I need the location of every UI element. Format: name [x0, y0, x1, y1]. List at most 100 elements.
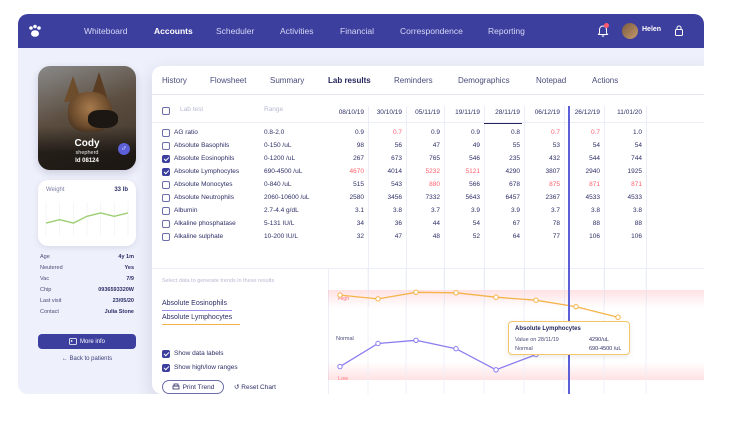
tab-flowsheet[interactable]: Flowsheet	[210, 76, 247, 85]
lab-value-cell: 744	[631, 155, 642, 162]
lab-test-name: Absolute Lymphocytes	[174, 168, 240, 175]
lab-test-range: 2.7-4.4 g/dL	[264, 207, 299, 214]
date-column-header[interactable]: 08/10/19	[338, 109, 364, 116]
data-point[interactable]	[375, 296, 381, 302]
lab-value-cell: 544	[589, 155, 600, 162]
row-checkbox[interactable]	[162, 181, 170, 189]
date-column-header[interactable]: 28/11/19	[495, 109, 520, 116]
lab-value-cell: 98	[356, 142, 364, 149]
data-point[interactable]	[493, 294, 499, 300]
tab-history[interactable]: History	[162, 76, 187, 85]
user-avatar[interactable]	[622, 23, 638, 39]
tooltip-key: Normal	[515, 346, 533, 352]
row-checkbox[interactable]	[162, 142, 170, 150]
data-point[interactable]	[453, 346, 459, 352]
tab-reminders[interactable]: Reminders	[394, 76, 433, 85]
back-label: Back to patients	[69, 356, 113, 362]
weight-label: Weight	[46, 187, 65, 193]
tab-lab-results[interactable]: Lab results	[328, 76, 371, 85]
table-row[interactable]: Absolute Lymphocytes 690-4500 /uL 4670 4014…	[152, 167, 704, 180]
date-column-header[interactable]: 06/12/19	[534, 109, 560, 116]
table-row[interactable]: Albumin 2.7-4.4 g/dL 3.1 3.8 3.7 3.9 3.9 3.7 3.8…	[152, 206, 704, 219]
data-point[interactable]	[533, 297, 539, 303]
lab-value-cell: 56	[394, 142, 402, 149]
nav-activities[interactable]: Activities	[280, 26, 314, 36]
nav-accounts[interactable]: Accounts	[154, 26, 193, 36]
print-trend-button[interactable]: Print Trend	[162, 380, 224, 394]
notification-dot	[604, 23, 609, 28]
data-point[interactable]	[493, 367, 499, 373]
more-info-button[interactable]: More info	[38, 334, 136, 349]
weight-card: Weight 33 lb	[38, 180, 136, 246]
lab-test-name: Alkaline phosphatase	[174, 220, 236, 227]
table-row[interactable]: Absolute Eosinophils 0-1200 /uL 267 673 765 5…	[152, 154, 704, 167]
data-point[interactable]	[413, 337, 419, 344]
date-column-header[interactable]: 05/11/19	[415, 109, 440, 116]
table-row[interactable]: Alkaline phosphatase 5-131 IU/L 34 36 44 54 67…	[152, 219, 704, 232]
data-point[interactable]	[337, 292, 343, 298]
paw-logo-icon[interactable]	[18, 14, 52, 48]
row-checkbox[interactable]	[162, 168, 170, 176]
row-checkbox[interactable]	[162, 194, 170, 202]
lab-value-cell: 4014	[387, 168, 402, 175]
row-checkbox[interactable]	[162, 129, 170, 137]
tab-summary[interactable]: Summary	[270, 76, 305, 85]
high-label: High	[338, 296, 350, 302]
lab-value-cell: 543	[391, 181, 402, 188]
user-name[interactable]: Helen	[642, 26, 662, 33]
table-row[interactable]: Alkaline sulphate 10-200 IU/L 32 47 48 52 64 77…	[152, 232, 704, 245]
tab-notepad[interactable]: Notepad	[536, 76, 567, 85]
selected-date-line[interactable]	[568, 106, 570, 394]
date-column-header[interactable]: 30/10/19	[376, 109, 402, 116]
nav-financial[interactable]: Financial	[340, 26, 375, 36]
data-point[interactable]	[615, 314, 621, 320]
select-all-checkbox[interactable]	[162, 107, 170, 115]
nav-scheduler[interactable]: Scheduler	[216, 26, 255, 36]
pet-info-value: Julia Stone	[104, 309, 134, 315]
show-ranges-checkbox[interactable]	[162, 364, 170, 372]
lab-value-cell: 4533	[585, 194, 600, 201]
table-row[interactable]: Absolute Basophils 0-150 /uL 98 56 47 49 55 53 5…	[152, 141, 704, 154]
nav-whiteboard[interactable]: Whiteboard	[84, 26, 128, 36]
date-column-header[interactable]: 11/01/20	[617, 109, 642, 116]
date-column-header[interactable]: 26/12/19	[574, 109, 600, 116]
lab-value-cell: 3.8	[632, 207, 642, 214]
date-column-header[interactable]: 19/11/19	[455, 109, 480, 116]
tab-actions[interactable]: Actions	[592, 76, 619, 85]
table-row[interactable]: Absolute Neutrophils 2060-10600 /uL 2580 34…	[152, 193, 704, 206]
lab-test-range: 0-1200 /uL	[264, 155, 296, 162]
series-link-eosinophils[interactable]: Absolute Eosinophils	[162, 300, 227, 307]
lab-value-cell: 515	[353, 181, 364, 188]
nav-reporting[interactable]: Reporting	[488, 26, 525, 36]
data-point[interactable]	[337, 363, 343, 370]
lab-value-cell: 0.7	[392, 129, 402, 136]
lab-test-name: AG ratio	[174, 129, 198, 136]
lab-value-cell: 64	[512, 233, 520, 240]
lock-icon[interactable]	[673, 24, 685, 37]
lab-value-cell: 106	[631, 233, 642, 240]
chart-hint: Select data to generate trends in these …	[162, 278, 275, 284]
nav-correspondence[interactable]: Correspondence	[400, 26, 463, 36]
data-point[interactable]	[573, 303, 579, 310]
tooltip-title: Absolute Lymphocytes	[515, 326, 581, 332]
data-point[interactable]	[413, 289, 419, 295]
tooltip-value: 690-4500 /uL	[589, 346, 622, 352]
row-checkbox[interactable]	[162, 233, 170, 241]
more-info-label: More info	[79, 338, 105, 345]
back-to-patients-link[interactable]: ← Back to patients	[38, 356, 136, 362]
table-row[interactable]: Absolute Monocytes 0-840 /uL 515 543 880 566 6…	[152, 180, 704, 193]
data-point[interactable]	[375, 340, 381, 347]
show-data-labels-checkbox[interactable]	[162, 350, 170, 358]
row-checkbox[interactable]	[162, 220, 170, 228]
top-nav: Whiteboard Accounts Scheduler Activities…	[18, 14, 704, 48]
reset-chart-button[interactable]: ↺ Reset Chart	[234, 383, 276, 391]
tab-demographics[interactable]: Demographics	[458, 76, 510, 85]
lab-test-range: 5-131 IU/L	[264, 220, 295, 227]
row-checkbox[interactable]	[162, 155, 170, 163]
row-checkbox[interactable]	[162, 207, 170, 215]
lab-value-cell: 871	[631, 181, 642, 188]
data-point[interactable]	[453, 290, 459, 296]
table-row[interactable]: AG ratio 0.8-2.0 0.9 0.7 0.9 0.9 0.8 0.7 0.7 1.0	[152, 128, 704, 141]
series-link-lymphocytes[interactable]: Absolute Lymphocytes	[162, 314, 233, 321]
normal-label: Normal	[336, 336, 354, 342]
